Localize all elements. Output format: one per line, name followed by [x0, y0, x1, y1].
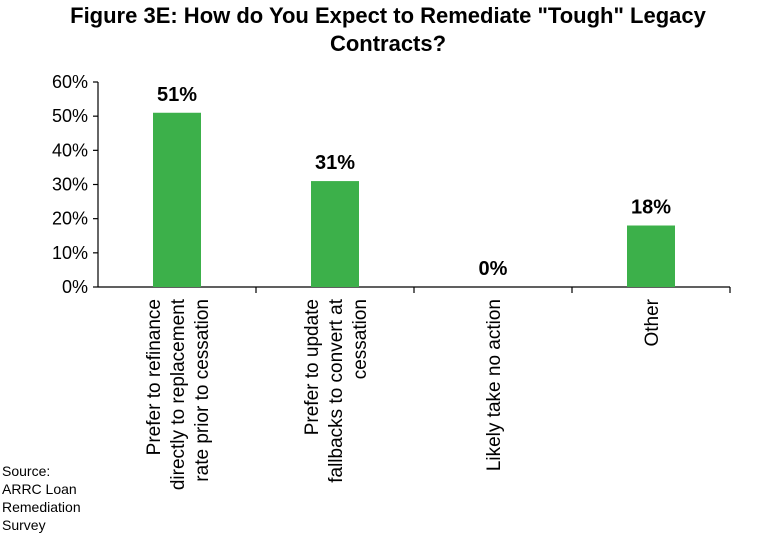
y-tick-label: 30%	[52, 175, 88, 195]
source-line-4: Survey	[2, 517, 46, 533]
source-line-1: Source:	[2, 463, 51, 479]
category-label-line: directly to replacement	[168, 298, 189, 490]
bar	[311, 181, 359, 287]
category-label-line: Prefer to refinance	[144, 299, 165, 455]
source-line-3: Remediation	[2, 499, 81, 515]
category-label-line: cessation	[350, 299, 371, 379]
chart-title-line-1: Figure 3E: How do You Expect to Remediat…	[70, 3, 706, 28]
data-label: 18%	[631, 197, 671, 219]
y-tick-label: 60%	[52, 72, 88, 92]
bar	[627, 225, 675, 287]
category-label-line: fallbacks to convert at	[326, 298, 347, 482]
category-label-line: rate prior to cessation	[192, 299, 213, 482]
category-label: Prefer to refinance directly to replaceme…	[144, 298, 213, 490]
y-tick-label: 10%	[52, 243, 88, 263]
data-label: 31%	[315, 152, 355, 174]
chart-title: Figure 3E: How do You Expect to Remediat…	[0, 2, 776, 58]
data-label: 51%	[157, 84, 197, 106]
y-tick-label: 0%	[62, 277, 88, 297]
source-note: Source: ARRC Loan Remediation Survey	[2, 462, 81, 534]
category-label-line: Other	[642, 298, 663, 346]
category-label: Other	[642, 298, 663, 346]
y-tick-label: 50%	[52, 106, 88, 126]
y-tick-label: 40%	[52, 140, 88, 160]
chart-title-line-2: Contracts?	[329, 31, 447, 56]
category-label: Prefer to update fallbacks to convert at c…	[302, 298, 371, 482]
data-label: 0%	[479, 258, 508, 280]
category-label: Likely take no action	[484, 299, 505, 471]
source-line-2: ARRC Loan	[2, 481, 77, 497]
bar	[153, 112, 201, 287]
y-tick-label: 20%	[52, 209, 88, 229]
category-label-line: Prefer to update	[302, 299, 323, 435]
category-label-line: Likely take no action	[484, 299, 505, 471]
